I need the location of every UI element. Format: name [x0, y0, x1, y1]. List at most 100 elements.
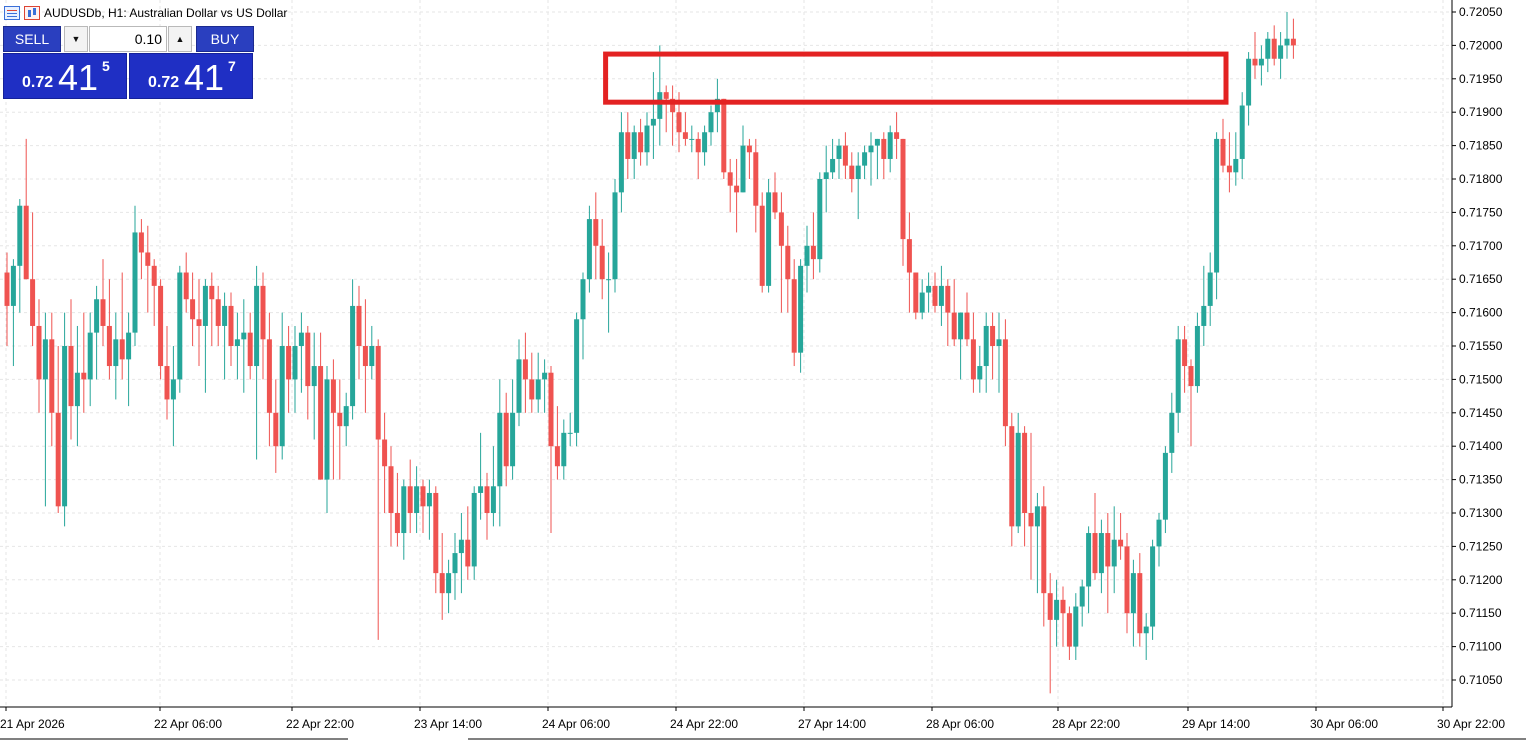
- buy-price-prefix: 0.72: [148, 74, 180, 91]
- candle: [145, 225, 151, 313]
- buy-price-button[interactable]: 0.72 41 7: [129, 53, 253, 99]
- candle: [292, 325, 298, 413]
- candle: [138, 219, 144, 280]
- candle-body: [1169, 412, 1175, 453]
- volume-input[interactable]: 0.10: [89, 26, 167, 52]
- candle-body: [1086, 533, 1092, 587]
- candle-body: [599, 245, 605, 280]
- sell-price-button[interactable]: 0.72 41 5: [3, 53, 127, 99]
- candle-body: [1284, 38, 1290, 46]
- candle: [81, 312, 87, 413]
- candle: [1143, 613, 1149, 660]
- candle: [484, 472, 490, 540]
- candle: [1258, 45, 1264, 86]
- candle-body: [209, 285, 215, 300]
- candle-body: [330, 379, 336, 413]
- chart-title-bar: AUDUSDb, H1: Australian Dollar vs US Dol…: [4, 4, 287, 22]
- candle: [746, 138, 752, 179]
- x-axis-tick-label: 27 Apr 14:00: [798, 717, 866, 731]
- candle: [1246, 52, 1252, 126]
- candle: [868, 132, 874, 186]
- candle: [439, 533, 445, 620]
- candle: [202, 279, 208, 393]
- candle-body: [1028, 513, 1034, 527]
- candle: [458, 513, 464, 594]
- candle: [1162, 446, 1168, 534]
- candle: [497, 379, 503, 527]
- candle: [254, 265, 260, 460]
- buy-button[interactable]: BUY: [196, 26, 254, 52]
- candle-body: [138, 232, 144, 253]
- candle-body: [798, 265, 804, 353]
- candle: [228, 292, 234, 367]
- candle-body: [625, 132, 631, 159]
- candle: [881, 132, 887, 179]
- y-axis-tick-label: 0.72000: [1459, 38, 1503, 52]
- sell-button[interactable]: SELL: [3, 26, 61, 52]
- candle: [663, 85, 669, 133]
- x-axis-tick-label: 28 Apr 06:00: [926, 717, 994, 731]
- candle: [1271, 25, 1277, 66]
- candle: [510, 379, 516, 480]
- candle: [343, 392, 349, 447]
- candle-body: [721, 98, 727, 173]
- x-axis-tick-label: 24 Apr 22:00: [670, 717, 738, 731]
- candle-body: [644, 125, 650, 153]
- y-axis-tick-label: 0.71300: [1459, 506, 1503, 520]
- resistance-highlight-box: [603, 51, 1229, 105]
- triangle-up-icon: ▲: [175, 34, 185, 44]
- candle-body: [36, 325, 42, 380]
- candle: [350, 279, 356, 420]
- candle-body: [484, 486, 490, 513]
- table-icon[interactable]: [4, 6, 20, 20]
- candle-body: [394, 513, 400, 534]
- candle-body: [452, 553, 458, 574]
- x-axis-tick-label: 29 Apr 14:00: [1182, 717, 1250, 731]
- candle: [1188, 359, 1194, 447]
- candle-body: [612, 192, 618, 280]
- candle-body: [183, 272, 189, 300]
- candle-body: [894, 132, 900, 139]
- candle: [906, 212, 912, 313]
- candle: [1175, 325, 1181, 433]
- candle-body: [906, 239, 912, 273]
- x-axis-tick-label: 21 Apr 2026: [0, 717, 65, 731]
- candle-body: [190, 299, 196, 320]
- candle-body: [638, 132, 644, 153]
- bar-chart-icon[interactable]: [24, 6, 40, 20]
- candle-body: [977, 366, 983, 380]
- candle-body: [874, 138, 880, 146]
- volume-increase-button[interactable]: ▲: [168, 26, 192, 52]
- candle: [951, 279, 957, 346]
- candle: [561, 419, 567, 480]
- candle-body: [1041, 506, 1047, 594]
- candle: [1207, 252, 1213, 326]
- candle: [132, 205, 138, 346]
- candle-body: [938, 285, 944, 306]
- candle: [490, 446, 496, 527]
- candle: [862, 145, 868, 179]
- candle: [740, 125, 746, 193]
- candle-body: [548, 372, 554, 447]
- y-axis-tick-label: 0.71500: [1459, 372, 1503, 386]
- candle-body: [522, 359, 528, 380]
- candle: [887, 125, 893, 173]
- candle-body: [350, 305, 356, 407]
- candle: [772, 172, 778, 220]
- candle-body: [1246, 58, 1252, 106]
- candle: [100, 259, 106, 346]
- candle-body: [81, 372, 87, 380]
- volume-decrease-button[interactable]: ▼: [64, 26, 88, 52]
- candle: [778, 192, 784, 313]
- candle-body: [369, 346, 375, 367]
- candle: [119, 272, 125, 380]
- candle-body: [241, 332, 247, 340]
- candle-body: [900, 138, 906, 240]
- candle: [644, 112, 650, 166]
- candle: [849, 152, 855, 193]
- candle-body: [855, 165, 861, 179]
- candle: [241, 299, 247, 393]
- candle: [810, 212, 816, 280]
